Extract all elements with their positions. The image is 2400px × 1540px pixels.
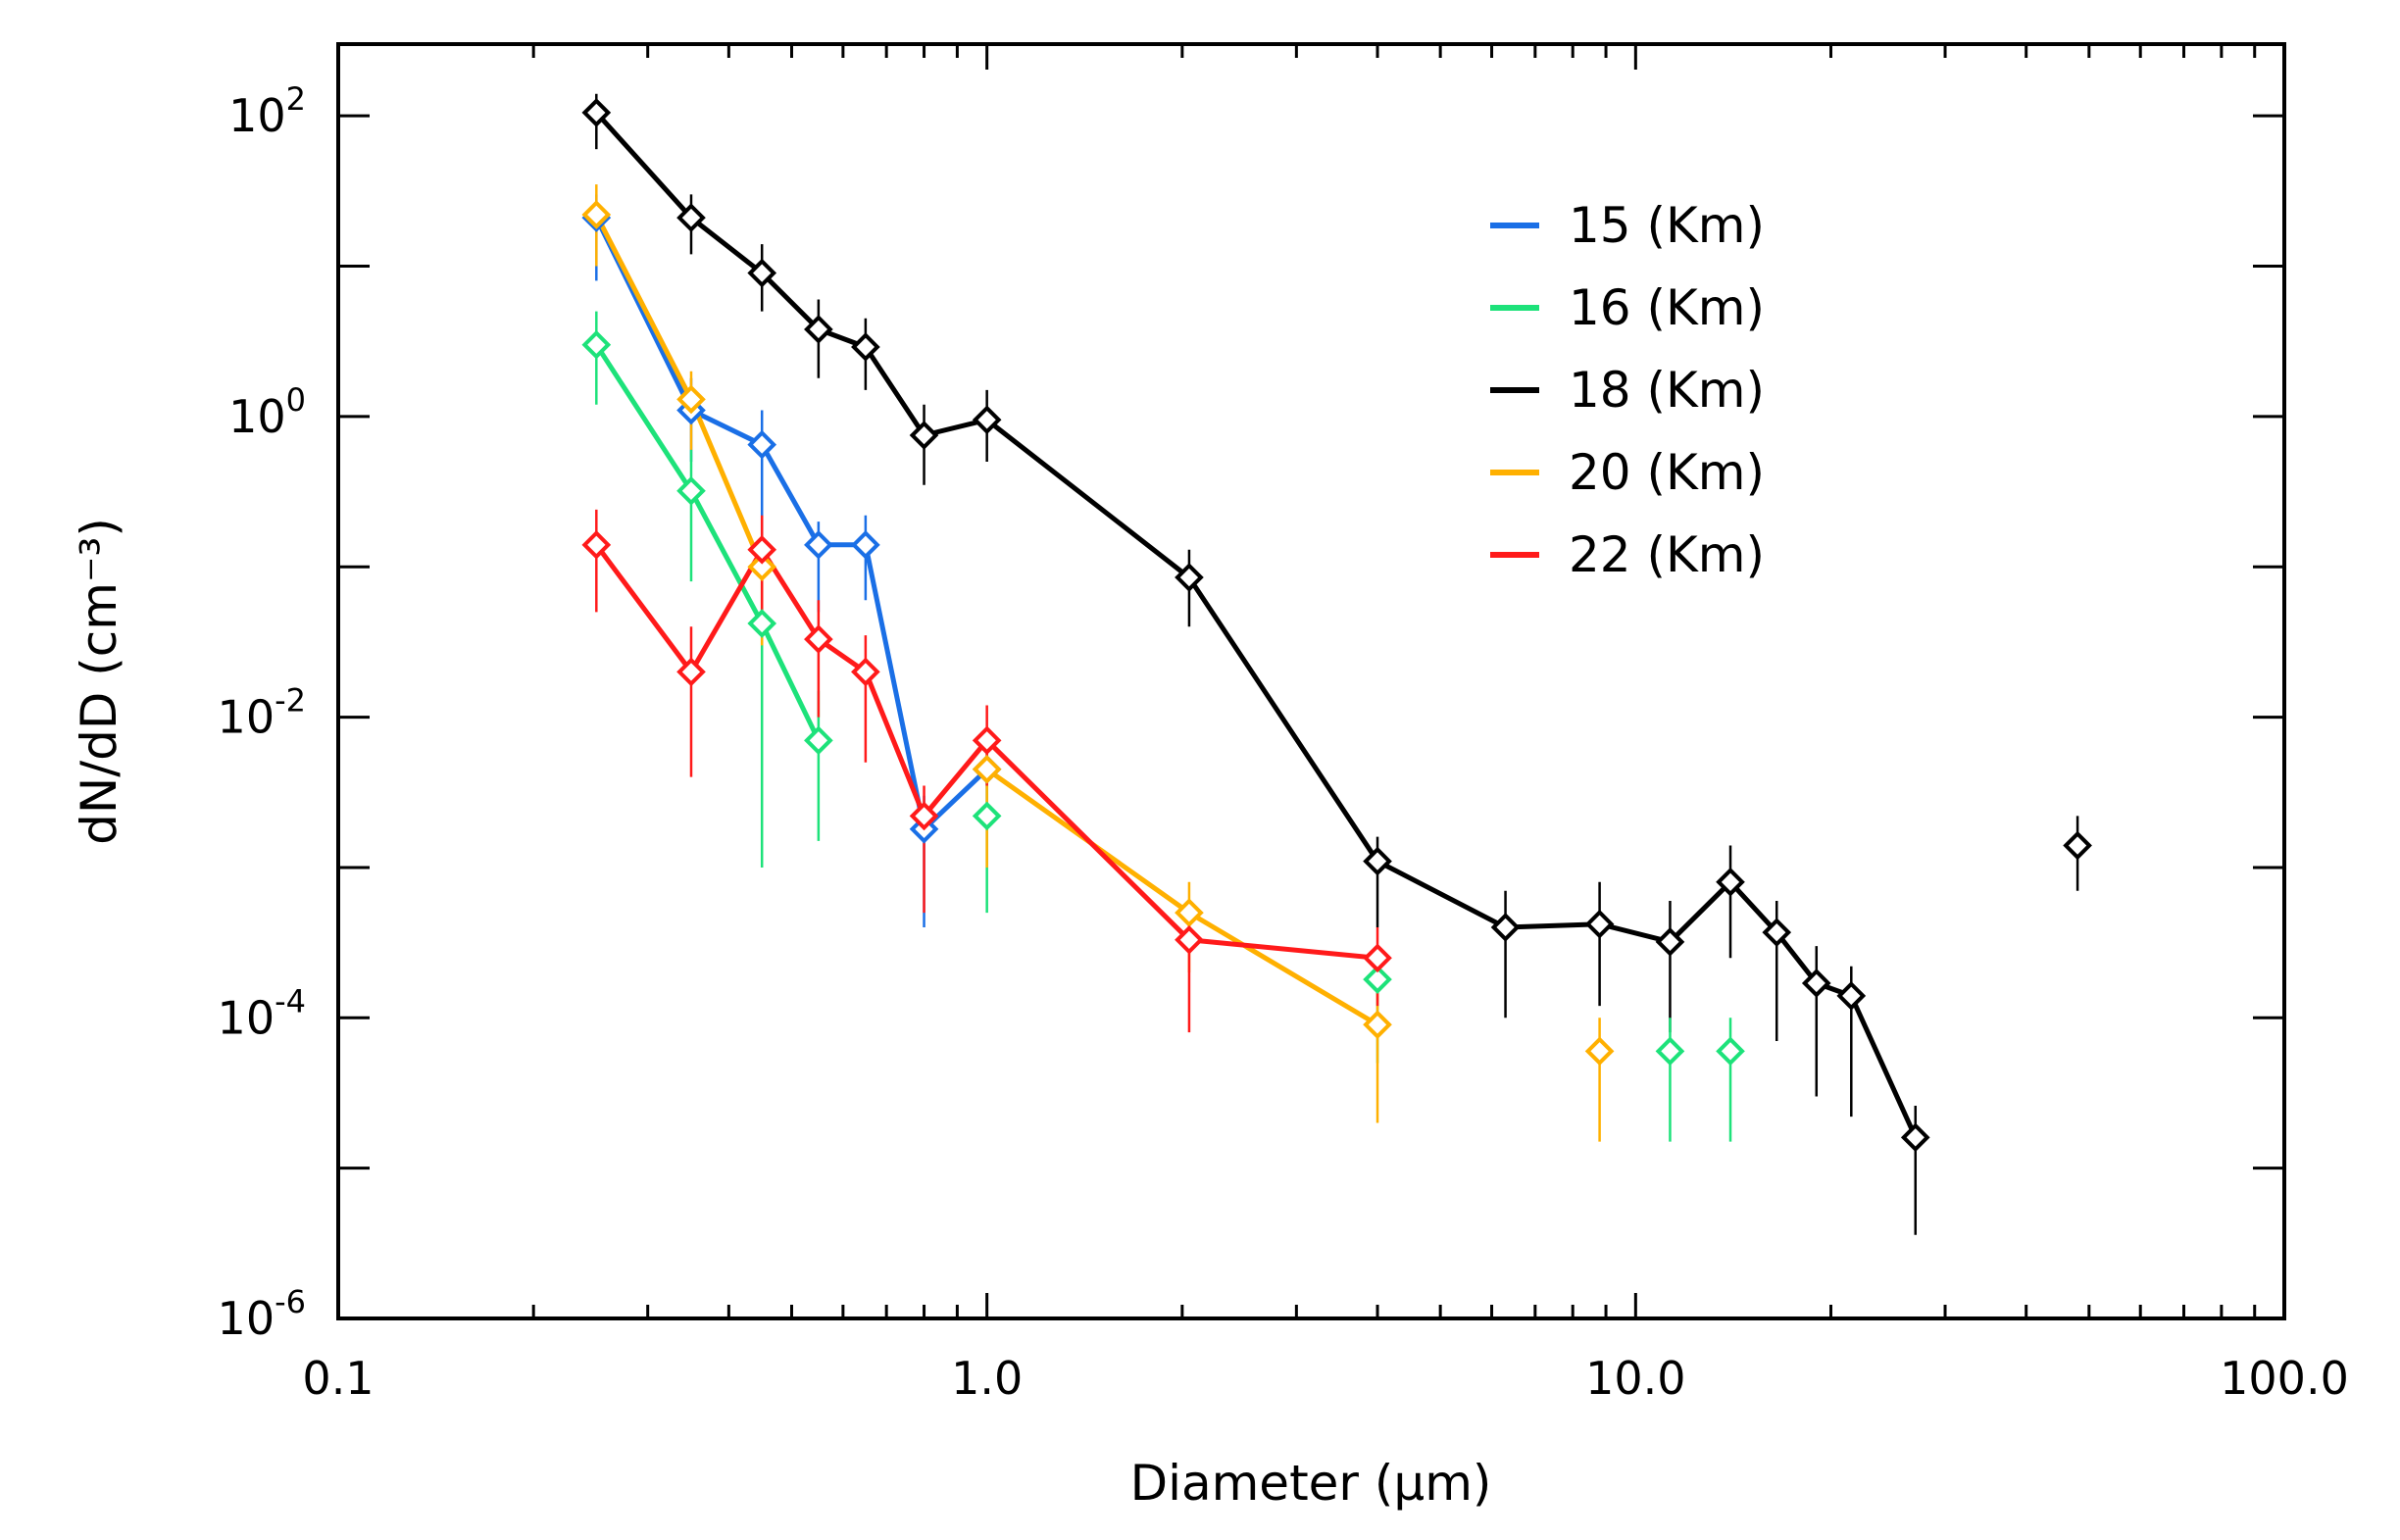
series-line (594, 343, 822, 742)
data-point (1762, 918, 1792, 947)
axis-ticks (336, 44, 2286, 1320)
data-point (972, 725, 1002, 756)
legend-label: 16 (Km) (1569, 279, 1765, 336)
plot-frame (336, 42, 2286, 1320)
data-point (676, 384, 706, 415)
data-point (1175, 924, 1204, 955)
data-point (1836, 981, 1867, 1011)
x-axis-title: Diameter (μm) (1130, 1455, 1492, 1512)
data-point (804, 529, 833, 560)
y-tick-label: 102 (228, 80, 306, 142)
y-tick-label: 10-4 (218, 982, 306, 1044)
legend: 15 (Km) 16 (Km) 18 (Km) 20 (Km) 22 (Km) (1490, 197, 1765, 583)
data-point (1363, 846, 1392, 876)
data-point (804, 315, 833, 344)
data-point (581, 98, 612, 127)
data-point (2063, 830, 2092, 861)
data-point (1655, 926, 1685, 957)
legend-label: 18 (Km) (1569, 362, 1765, 419)
legend-label: 22 (Km) (1569, 526, 1765, 583)
data-point (1584, 909, 1615, 939)
data-point (747, 258, 777, 288)
data-point (909, 801, 939, 831)
data-point (804, 624, 833, 654)
data-point (676, 203, 706, 232)
tick-labels: 0.1 1.0 10.0 100.0 102 100 10-2 10-4 10-6 (218, 80, 2349, 1405)
series-line (594, 111, 1919, 1139)
x-tick-label: 1.0 (951, 1352, 1023, 1405)
y-tick-label: 10-2 (218, 682, 306, 744)
x-tick-label: 10.0 (1585, 1352, 1685, 1405)
data-point (1801, 969, 1831, 998)
data-point (1655, 1036, 1685, 1067)
data-point (1175, 563, 1204, 592)
data-point (851, 657, 880, 687)
data-point (581, 529, 612, 560)
error-bars (595, 93, 2079, 1235)
data-point (1363, 943, 1392, 973)
legend-label: 20 (Km) (1569, 444, 1765, 501)
data-point (747, 552, 777, 582)
data-point (1900, 1122, 1930, 1153)
legend-label: 15 (Km) (1569, 197, 1765, 254)
data-point (676, 475, 706, 506)
data-point (1363, 1010, 1392, 1040)
series-line (594, 216, 989, 832)
x-tick-label: 100.0 (2220, 1352, 2349, 1405)
data-point (581, 329, 612, 360)
data-point (972, 405, 1002, 435)
data-point (747, 429, 777, 460)
y-tick-label: 100 (228, 381, 306, 443)
plot-area (336, 42, 2286, 1320)
data-point (851, 529, 880, 560)
data-point (851, 332, 880, 362)
data-point (804, 725, 833, 756)
x-tick-label: 0.1 (302, 1352, 374, 1405)
data-point (1363, 965, 1392, 994)
data-point (676, 657, 706, 687)
data-point (581, 200, 612, 229)
y-tick-label: 10-6 (218, 1283, 306, 1345)
data-point (972, 754, 1002, 784)
data-point (909, 421, 939, 450)
data-point (1490, 913, 1521, 942)
series-lines (594, 111, 1919, 1139)
data-point (747, 609, 777, 638)
data-point (972, 801, 1002, 831)
series-markers (581, 98, 2092, 1153)
data-point (1584, 1036, 1615, 1067)
data-point (1716, 1036, 1745, 1067)
y-axis-title: dN/dD (cm⁻³) (71, 518, 127, 845)
data-point (1716, 867, 1745, 897)
data-point (1175, 898, 1204, 927)
series-line (985, 767, 1379, 1027)
data-point (747, 534, 777, 565)
